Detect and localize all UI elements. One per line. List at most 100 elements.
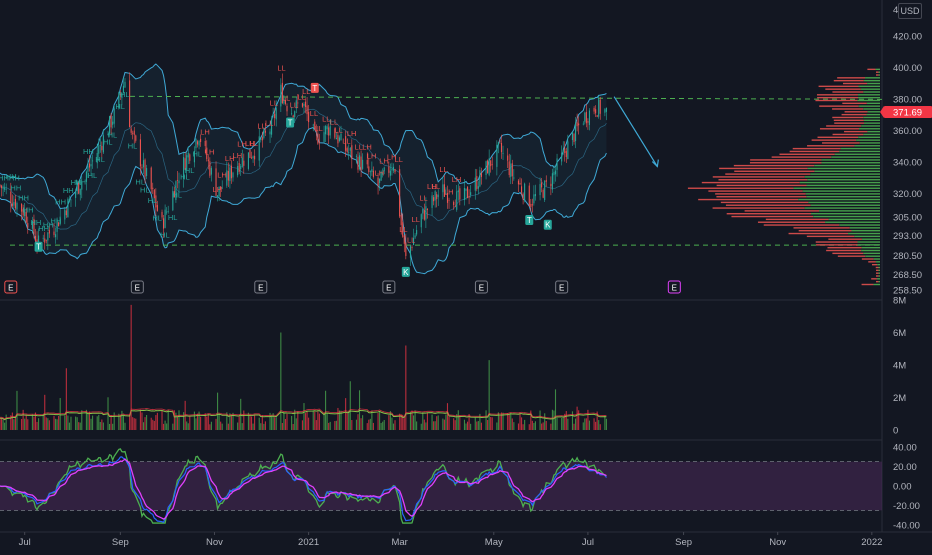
volume-profile-bar	[867, 68, 876, 71]
candle-body	[130, 128, 132, 133]
candle-body	[79, 188, 81, 195]
volume-bar	[88, 411, 91, 430]
volume-bar	[596, 411, 598, 430]
candle-body	[308, 111, 310, 123]
candle-body	[411, 247, 413, 248]
candle-body	[497, 142, 499, 146]
volume-profile-bar	[840, 147, 880, 150]
pattern-label: HL	[120, 90, 130, 99]
volume-profile-bar	[871, 278, 877, 280]
candle-body	[476, 176, 478, 190]
candle-body	[2, 187, 4, 189]
volume-profile-bar	[808, 201, 880, 204]
volume-axis-label: 2M	[893, 393, 906, 404]
pivot-badge-label: T	[312, 84, 317, 93]
candle-body	[218, 186, 220, 197]
volume-bar	[76, 417, 78, 430]
volume-bar	[584, 418, 586, 430]
volume-bar	[121, 410, 123, 430]
pattern-label: LL	[282, 93, 290, 102]
volume-profile-bar	[805, 193, 880, 195]
volume-profile-bar	[716, 196, 807, 198]
price-axis-label-top: 4	[893, 5, 898, 16]
volume-profile-bar	[806, 235, 855, 238]
volume-bar	[21, 418, 23, 430]
candle-body	[260, 138, 262, 140]
volume-bar	[453, 418, 455, 430]
volume-profile-bar	[861, 249, 880, 252]
price-axis-label: 340.00	[893, 157, 922, 168]
volume-bar	[442, 418, 444, 430]
candle-body	[81, 181, 83, 190]
pattern-label: LL	[257, 122, 265, 131]
volume-bar	[297, 411, 299, 430]
earnings-badge-label: E	[559, 284, 564, 293]
volume-bar	[226, 412, 228, 430]
candle-body	[329, 126, 331, 136]
volume-bar	[98, 414, 100, 430]
volume-bar	[0, 418, 1, 430]
pattern-label: LL	[297, 93, 305, 102]
volume-bar	[380, 422, 382, 430]
volume-bar	[227, 423, 229, 430]
volume-profile-bar	[839, 224, 880, 226]
volume-bar	[445, 414, 447, 430]
pattern-label: HL	[103, 137, 113, 146]
volume-profile-bar	[719, 167, 808, 170]
candle-body	[258, 136, 260, 161]
volume-bar	[389, 411, 391, 430]
volume-profile-bar	[863, 133, 880, 136]
volume-profile-bar	[854, 145, 880, 147]
volume-bar	[587, 409, 589, 430]
pivot-badge	[286, 117, 295, 128]
candle-body	[34, 235, 37, 242]
volume-profile-bar	[858, 85, 880, 88]
pattern-label: LL	[277, 64, 285, 73]
volume-bar	[68, 422, 70, 430]
candle-body	[16, 202, 18, 210]
volume-bar	[173, 410, 175, 430]
candle-body	[522, 193, 524, 200]
volume-bar	[522, 424, 524, 430]
earnings-badge	[667, 280, 681, 294]
pattern-label: HL	[193, 150, 203, 159]
volume-bar	[337, 407, 339, 430]
currency-label[interactable]: USD	[898, 3, 922, 19]
volume-bar	[399, 413, 401, 430]
volume-bar	[129, 414, 131, 430]
pivot-badge-label: T	[527, 216, 532, 225]
volume-profile-bar	[821, 162, 880, 164]
candle-body	[250, 157, 253, 159]
volume-bar	[456, 414, 458, 430]
volume-bar	[541, 423, 543, 430]
volume-profile-bar	[867, 130, 880, 133]
volume-bar	[14, 417, 16, 430]
pattern-label: LL	[355, 143, 363, 152]
time-axis-label: Mar	[391, 537, 407, 548]
candle-body	[109, 116, 111, 134]
volume-profile-bar	[832, 133, 864, 136]
volume-bar	[346, 412, 348, 430]
volume-bar	[58, 415, 60, 430]
earnings-badge-label: E	[479, 284, 484, 293]
volume-profile-bar	[701, 181, 800, 184]
candle-body	[382, 172, 384, 175]
volume-bar	[465, 423, 467, 430]
volume-bar	[425, 422, 427, 430]
volume-bar	[291, 415, 293, 430]
volume-bar	[210, 421, 212, 430]
volume-bar	[189, 415, 191, 430]
volume-profile-bar	[819, 105, 859, 107]
candle-body	[362, 159, 364, 169]
candle-body	[200, 138, 202, 143]
volume-profile-bar	[798, 230, 852, 232]
candle-body	[337, 135, 339, 144]
volume-bar	[119, 415, 121, 430]
candle-body	[183, 157, 185, 179]
pivot-badge-label: K	[545, 221, 551, 230]
candle-body	[42, 237, 44, 239]
volume-profile-bar	[878, 266, 880, 269]
volume-profile-bar	[875, 261, 880, 263]
